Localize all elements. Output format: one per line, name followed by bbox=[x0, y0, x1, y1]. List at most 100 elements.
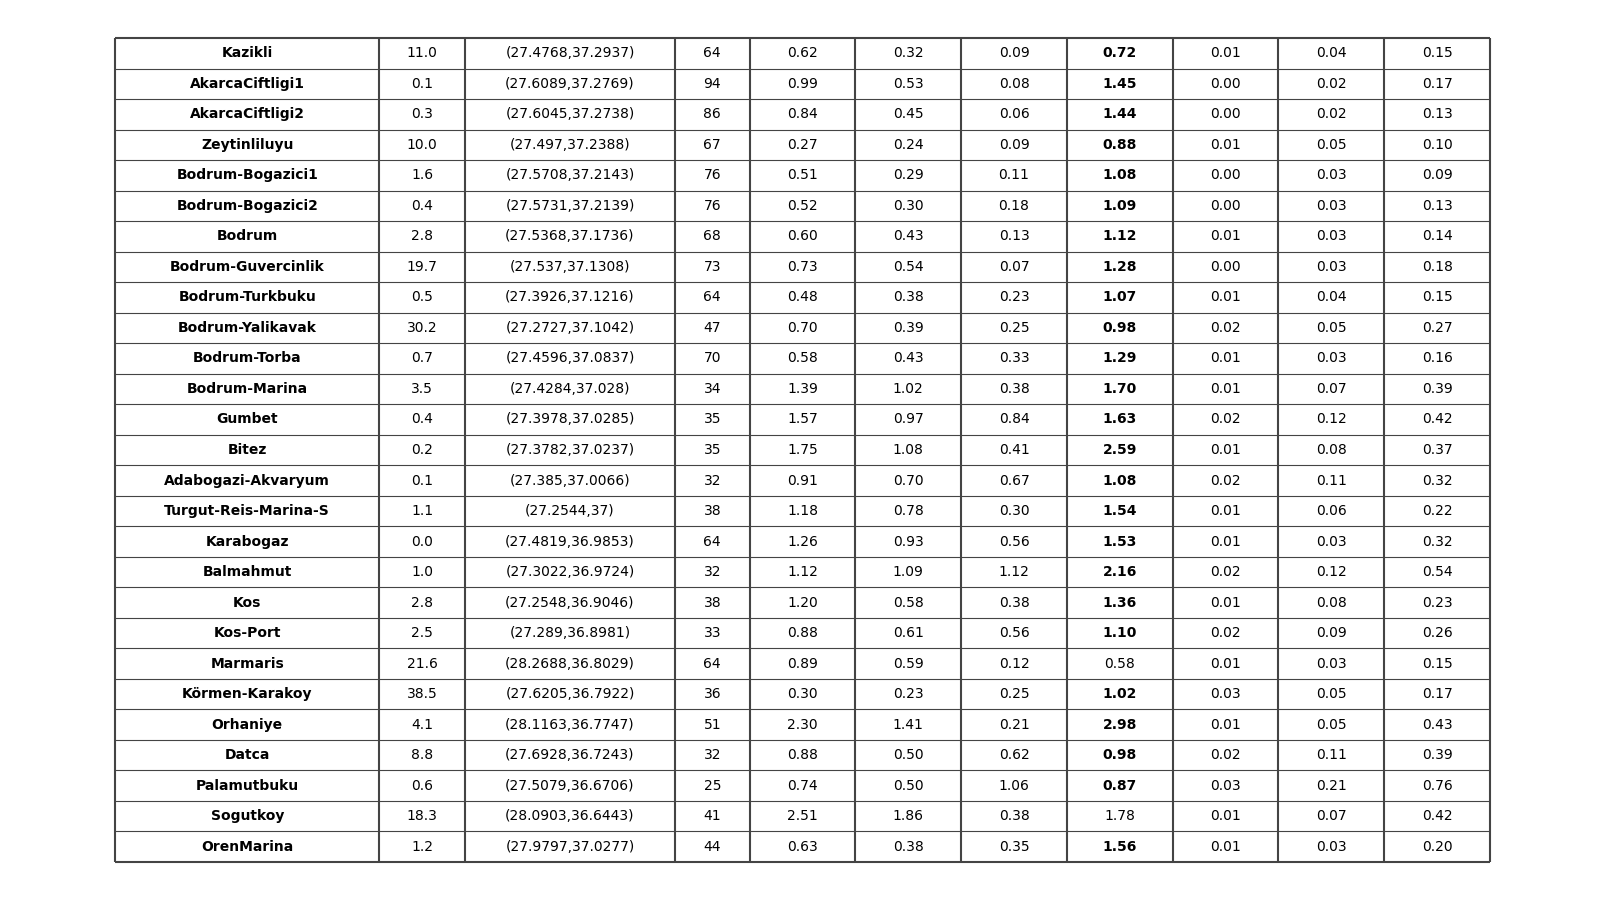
Text: 0.88: 0.88 bbox=[1102, 138, 1138, 152]
Text: 0.38: 0.38 bbox=[998, 595, 1029, 610]
Text: 10.0: 10.0 bbox=[406, 138, 437, 152]
Text: (28.2688,36.8029): (28.2688,36.8029) bbox=[506, 657, 635, 670]
Text: Kos-Port: Kos-Port bbox=[213, 626, 282, 640]
Text: (27.9797,37.0277): (27.9797,37.0277) bbox=[506, 840, 635, 853]
Text: 1.45: 1.45 bbox=[1102, 77, 1138, 91]
Text: Palamutbuku: Palamutbuku bbox=[195, 778, 299, 793]
Text: 0.3: 0.3 bbox=[411, 107, 434, 121]
Text: 0.25: 0.25 bbox=[998, 687, 1029, 701]
Text: 30.2: 30.2 bbox=[406, 321, 437, 335]
Text: 1.0: 1.0 bbox=[411, 565, 434, 579]
Text: 0.18: 0.18 bbox=[1422, 260, 1453, 274]
Text: 0.97: 0.97 bbox=[893, 412, 923, 427]
Text: (27.289,36.8981): (27.289,36.8981) bbox=[509, 626, 630, 640]
Text: 32: 32 bbox=[704, 748, 722, 762]
Text: (27.3926,37.1216): (27.3926,37.1216) bbox=[506, 290, 635, 304]
Text: Bodrum-Marina: Bodrum-Marina bbox=[187, 382, 307, 396]
Text: (27.6089,37.2769): (27.6089,37.2769) bbox=[506, 77, 635, 91]
Text: 68: 68 bbox=[704, 229, 722, 244]
Text: 0.30: 0.30 bbox=[787, 687, 818, 701]
Text: 1.36: 1.36 bbox=[1102, 595, 1138, 610]
Text: 1.12: 1.12 bbox=[998, 565, 1029, 579]
Text: 0.01: 0.01 bbox=[1210, 657, 1242, 670]
Text: 0.12: 0.12 bbox=[1315, 565, 1347, 579]
Text: 0.03: 0.03 bbox=[1317, 840, 1347, 853]
Text: (27.2548,36.9046): (27.2548,36.9046) bbox=[506, 595, 635, 610]
Text: 0.52: 0.52 bbox=[787, 198, 818, 213]
Text: 0.41: 0.41 bbox=[998, 443, 1029, 457]
Text: 0.15: 0.15 bbox=[1422, 46, 1453, 60]
Text: 38: 38 bbox=[704, 504, 722, 518]
Text: 0.11: 0.11 bbox=[1315, 474, 1347, 487]
Text: 1.02: 1.02 bbox=[893, 382, 923, 396]
Text: 1.63: 1.63 bbox=[1102, 412, 1138, 427]
Text: 0.01: 0.01 bbox=[1210, 46, 1242, 60]
Text: 0.01: 0.01 bbox=[1210, 840, 1242, 853]
Text: 0.09: 0.09 bbox=[1315, 626, 1347, 640]
Text: 0.15: 0.15 bbox=[1422, 290, 1453, 304]
Text: 0.33: 0.33 bbox=[998, 352, 1029, 365]
Text: 0.16: 0.16 bbox=[1422, 352, 1453, 365]
Text: 0.21: 0.21 bbox=[1315, 778, 1347, 793]
Text: 0.60: 0.60 bbox=[787, 229, 818, 244]
Text: 0.23: 0.23 bbox=[893, 687, 923, 701]
Text: 0.72: 0.72 bbox=[1102, 46, 1138, 60]
Text: 1.26: 1.26 bbox=[787, 535, 818, 548]
Text: 2.16: 2.16 bbox=[1102, 565, 1138, 579]
Text: 51: 51 bbox=[704, 718, 722, 732]
Text: (27.5731,37.2139): (27.5731,37.2139) bbox=[506, 198, 635, 213]
Text: (27.4819,36.9853): (27.4819,36.9853) bbox=[506, 535, 635, 548]
Text: 0.26: 0.26 bbox=[1422, 626, 1453, 640]
Text: 0.61: 0.61 bbox=[893, 626, 923, 640]
Text: 0.04: 0.04 bbox=[1317, 46, 1347, 60]
Text: Zeytinliluyu: Zeytinliluyu bbox=[202, 138, 293, 152]
Text: 8.8: 8.8 bbox=[411, 748, 434, 762]
Text: (27.385,37.0066): (27.385,37.0066) bbox=[510, 474, 630, 487]
Text: 1.6: 1.6 bbox=[411, 169, 434, 182]
Text: Kos: Kos bbox=[234, 595, 261, 610]
Text: 67: 67 bbox=[704, 138, 722, 152]
Text: (27.5708,37.2143): (27.5708,37.2143) bbox=[506, 169, 635, 182]
Text: AkarcaCiftligi1: AkarcaCiftligi1 bbox=[190, 77, 304, 91]
Text: 0.63: 0.63 bbox=[787, 840, 818, 853]
Text: 0.08: 0.08 bbox=[998, 77, 1029, 91]
Text: 0.70: 0.70 bbox=[787, 321, 818, 335]
Text: 1.28: 1.28 bbox=[1102, 260, 1138, 274]
Text: 0.03: 0.03 bbox=[1317, 352, 1347, 365]
Text: 0.09: 0.09 bbox=[1422, 169, 1453, 182]
Text: 0.30: 0.30 bbox=[998, 504, 1029, 518]
Text: 0.4: 0.4 bbox=[411, 412, 434, 427]
Text: 0.98: 0.98 bbox=[1102, 321, 1138, 335]
Text: 0.01: 0.01 bbox=[1210, 443, 1242, 457]
Text: 0.03: 0.03 bbox=[1317, 198, 1347, 213]
Text: 32: 32 bbox=[704, 474, 722, 487]
Text: 0.37: 0.37 bbox=[1422, 443, 1453, 457]
Text: 0.00: 0.00 bbox=[1210, 169, 1242, 182]
Text: 0.1: 0.1 bbox=[411, 474, 434, 487]
Text: 0.03: 0.03 bbox=[1317, 229, 1347, 244]
Text: Bodrum-Guvercinlik: Bodrum-Guvercinlik bbox=[170, 260, 325, 274]
Text: Turgut-Reis-Marina-S: Turgut-Reis-Marina-S bbox=[165, 504, 330, 518]
Text: 1.2: 1.2 bbox=[411, 840, 434, 853]
Text: 0.02: 0.02 bbox=[1210, 474, 1242, 487]
Text: 0.88: 0.88 bbox=[787, 626, 818, 640]
Text: 0.91: 0.91 bbox=[787, 474, 818, 487]
Text: 0.48: 0.48 bbox=[787, 290, 818, 304]
Text: 1.78: 1.78 bbox=[1104, 809, 1136, 824]
Text: 1.10: 1.10 bbox=[1102, 626, 1138, 640]
Text: 0.08: 0.08 bbox=[1315, 443, 1347, 457]
Text: (27.3782,37.0237): (27.3782,37.0237) bbox=[506, 443, 635, 457]
Text: 0.00: 0.00 bbox=[1210, 260, 1242, 274]
Text: (27.497,37.2388): (27.497,37.2388) bbox=[510, 138, 630, 152]
Text: 1.07: 1.07 bbox=[1102, 290, 1138, 304]
Text: 64: 64 bbox=[704, 290, 722, 304]
Text: 19.7: 19.7 bbox=[406, 260, 438, 274]
Text: 0.02: 0.02 bbox=[1317, 107, 1347, 121]
Text: (28.0903,36.6443): (28.0903,36.6443) bbox=[506, 809, 635, 824]
Text: (27.4284,37.028): (27.4284,37.028) bbox=[510, 382, 630, 396]
Text: 0.93: 0.93 bbox=[893, 535, 923, 548]
Text: 36: 36 bbox=[704, 687, 722, 701]
Text: 2.98: 2.98 bbox=[1102, 718, 1138, 732]
Text: 0.00: 0.00 bbox=[1210, 107, 1242, 121]
Text: 0.05: 0.05 bbox=[1317, 138, 1347, 152]
